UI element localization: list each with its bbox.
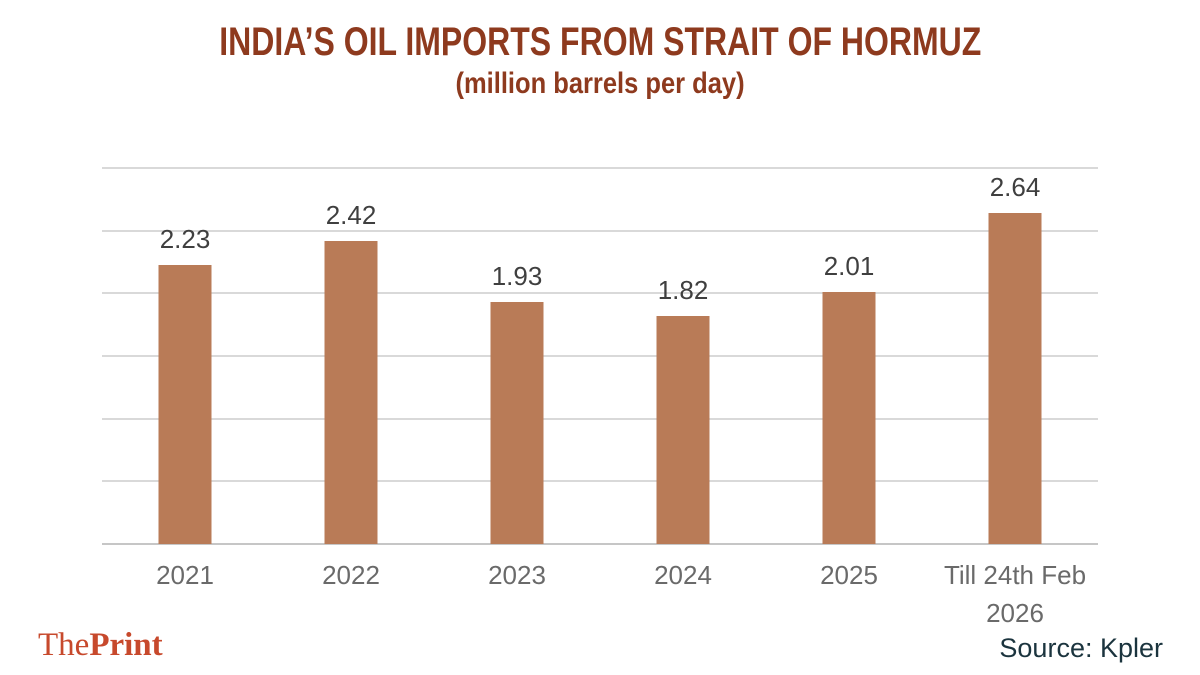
bar-value-label: 2.01 [823,251,875,282]
gridline [102,417,1098,420]
bar-value-label: 1.93 [491,261,543,292]
x-axis-line [102,543,1098,545]
bar-group: 2.64 [932,168,1098,544]
bar-group: 1.82 [600,168,766,544]
logo-part-the: The [38,627,90,663]
x-labels-row: 2021 2022 2023 2024 2025 Till 24th Feb 2026 [102,556,1098,632]
x-axis-label: 2025 [820,560,878,590]
x-axis-label: Till 24th Feb 2026 [943,560,1087,628]
gridline [102,292,1098,295]
bar-group: 2.01 [766,168,932,544]
chart-subtitle-text: (million barrels per day) [455,67,745,100]
x-axis-label: 2024 [654,560,712,590]
bars-row: 2.23 2.42 1.93 1.82 2.01 2.64 [102,168,1098,544]
bar-2023 [490,302,544,544]
bar-group: 2.23 [102,168,268,544]
plot-area: 2.23 2.42 1.93 1.82 2.01 2.64 [102,167,1098,545]
bar-2022 [324,240,378,544]
bar-2024 [656,315,710,544]
logo-part-print: Print [89,627,163,663]
bar-till-24th-feb-2026 [988,213,1042,544]
chart-title-text: INDIA’S OIL IMPORTS FROM STRAIT OF HORMU… [218,20,982,64]
gridline [102,229,1098,232]
bar-value-label: 2.42 [325,199,377,230]
bar-group: 2.42 [268,168,434,544]
gridline [102,167,1098,169]
chart-title: INDIA’S OIL IMPORTS FROM STRAIT OF HORMU… [0,22,1200,62]
gridline [102,355,1098,357]
chart-subtitle: (million barrels per day) [0,68,1200,100]
bar-value-label: 1.82 [657,274,709,305]
source-note: Source: Kpler [999,633,1163,663]
bar-value-label: 2.23 [159,223,211,254]
x-axis-label: 2022 [322,560,380,590]
x-axis-label: 2023 [488,560,546,590]
bar-value-label: 2.64 [989,172,1041,203]
bar-2021 [158,264,212,544]
bar-2025 [822,292,876,544]
theprint-logo: ThePrint [38,628,163,662]
x-axis-label: 2021 [156,560,214,590]
gridline [102,480,1098,483]
bar-group: 1.93 [434,168,600,544]
